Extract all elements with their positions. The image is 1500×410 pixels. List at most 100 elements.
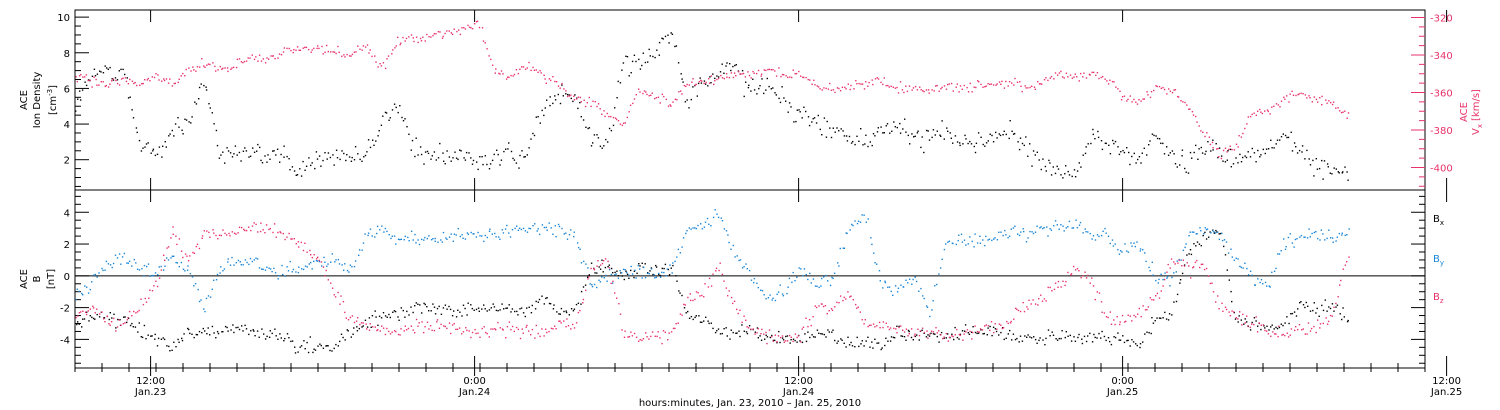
by-point (233, 264, 235, 266)
bz-point (624, 330, 626, 332)
by-point (381, 225, 383, 227)
velocity-point (992, 84, 995, 86)
bx-point (756, 327, 759, 329)
bz-point (302, 249, 305, 252)
by-point (681, 246, 683, 248)
density-point (1153, 134, 1155, 137)
by-point (203, 308, 205, 310)
by-point (1176, 260, 1178, 262)
velocity-point (1177, 95, 1179, 98)
bx-point (335, 343, 337, 346)
velocity-point (1255, 114, 1257, 116)
bz-point (244, 229, 246, 232)
bx-point (905, 339, 907, 341)
velocity-point (1177, 96, 1180, 98)
bz-point (215, 234, 217, 237)
velocity-point (885, 84, 887, 87)
bz-point (661, 342, 663, 345)
density-point (1331, 173, 1333, 175)
velocity-ylabel-mission: ACE (1459, 102, 1470, 122)
bx-point (444, 304, 447, 306)
bx-point (150, 335, 152, 337)
bz-point (697, 292, 699, 294)
bz-point (384, 333, 387, 336)
bz-point (388, 330, 390, 333)
bz-point (1231, 310, 1233, 312)
by-point (876, 263, 878, 265)
velocity-point (173, 82, 175, 85)
bx-point (1333, 310, 1335, 312)
velocity-point (1020, 85, 1022, 87)
by-point (154, 272, 157, 274)
bz-point (1302, 328, 1304, 330)
velocity-point (1196, 121, 1198, 123)
density-point (845, 135, 848, 137)
bz-point (260, 222, 262, 224)
bz-point (1200, 263, 1203, 266)
bx-point (307, 351, 310, 354)
velocity-point (481, 27, 484, 29)
bx-point (541, 295, 543, 297)
bx-point (1190, 253, 1193, 256)
by-point (536, 230, 538, 232)
by-point (508, 232, 510, 234)
bz-point (497, 321, 499, 324)
bx-point (1052, 334, 1055, 336)
density-point (730, 69, 732, 72)
bz-point (501, 328, 504, 330)
bz-point (1325, 317, 1327, 319)
bx-point (254, 335, 256, 337)
density-point (985, 142, 988, 144)
bx-point (650, 267, 653, 269)
by-point (1221, 232, 1223, 234)
bx-point (89, 315, 91, 317)
by-point (498, 236, 500, 238)
by-point (302, 268, 305, 271)
velocity-point (996, 83, 998, 85)
bx-point (1276, 327, 1279, 330)
density-point (1056, 165, 1058, 168)
bx-point (764, 338, 766, 340)
bz-point (969, 330, 971, 333)
bx-point (575, 303, 578, 306)
by-point (126, 262, 128, 264)
bx-point (1158, 317, 1161, 319)
velocity-point (867, 85, 869, 87)
bx-point (1326, 310, 1328, 312)
by-point (511, 229, 514, 231)
density-point (107, 68, 109, 70)
density-point (1275, 143, 1277, 145)
density-point (622, 62, 625, 64)
density-point (513, 159, 516, 161)
density-tick-label: 6 (64, 84, 70, 95)
bx-point (288, 337, 290, 339)
by-point (661, 271, 663, 274)
bx-point (771, 334, 773, 337)
by-point (865, 221, 867, 223)
density-point (378, 130, 380, 132)
density-point (654, 56, 656, 59)
by-point (682, 237, 685, 239)
density-point (872, 133, 875, 135)
bz-point (424, 326, 426, 328)
density-point (917, 130, 919, 132)
bz-point (675, 323, 677, 325)
bz-point (474, 328, 476, 331)
bz-point (163, 254, 165, 256)
by-point (141, 268, 143, 270)
bx-point (488, 309, 491, 311)
density-point (543, 114, 545, 117)
velocity-point (710, 75, 712, 77)
by-point (878, 270, 881, 272)
velocity-point (1173, 89, 1175, 91)
bx-point (510, 311, 512, 313)
by-point (756, 282, 758, 284)
bx-point (380, 317, 383, 319)
density-point (759, 85, 761, 87)
bz-point (548, 330, 550, 333)
density-point (552, 102, 554, 105)
velocity-point (632, 102, 634, 105)
bz-point (262, 229, 264, 231)
velocity-point (1100, 76, 1102, 79)
by-point (1260, 279, 1263, 281)
